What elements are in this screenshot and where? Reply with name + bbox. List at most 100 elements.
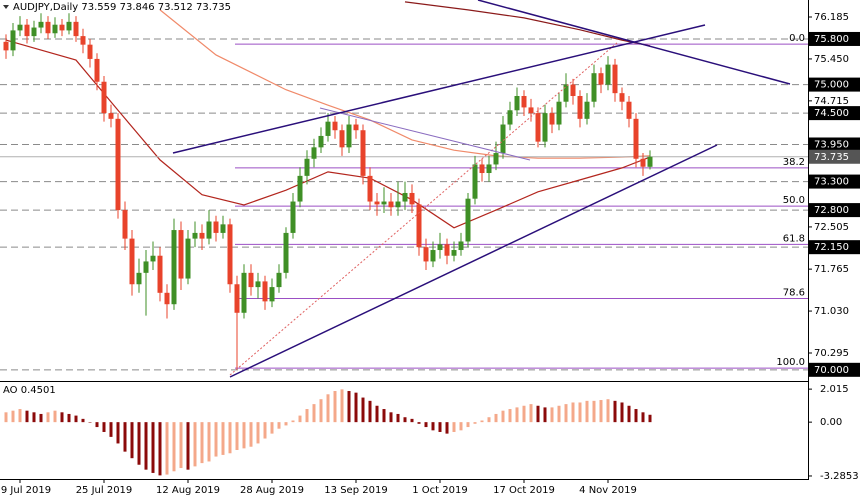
level-box [809, 362, 860, 377]
ao-bar [375, 405, 379, 423]
menu-arrow[interactable] [3, 5, 9, 9]
ao-bar [67, 413, 71, 423]
ao-bar [564, 404, 568, 423]
axis-layer: 76.185 75.450 74.715 72.505 71.765 71.030 70.2… [1, 12, 860, 496]
ao-bar [389, 412, 393, 423]
ao-bar [529, 404, 533, 423]
level-box [809, 106, 860, 121]
candle-body [17, 24, 23, 31]
ao-bar [599, 400, 603, 423]
ao-bar [592, 400, 596, 423]
ao-bar [431, 422, 435, 431]
ao-bar [172, 422, 176, 472]
candle-body [612, 64, 618, 94]
ao-bar [333, 391, 337, 423]
ao-bar [109, 422, 113, 437]
candle-body [220, 224, 226, 233]
candle-body [31, 27, 37, 37]
x-tick-label: 17 Oct 2019 [493, 485, 555, 496]
candle-body [206, 221, 212, 239]
candle-body [430, 250, 436, 262]
ao-bar [445, 422, 449, 434]
trend-line [319, 107, 531, 161]
candle-body [395, 201, 401, 208]
candle-body [59, 24, 65, 31]
ao-bar [606, 399, 610, 423]
symbol: AUDJPY,Daily [13, 2, 78, 13]
ao-bar [326, 394, 330, 423]
ao-bar [18, 409, 22, 423]
candle-body [164, 292, 170, 305]
ao-bar [116, 422, 120, 444]
ao-bar [193, 422, 197, 467]
y-tick-label: 74.715 [814, 96, 849, 107]
candle-body [241, 272, 247, 313]
y-tick-label: 70.295 [814, 348, 849, 359]
ao-bar [340, 389, 344, 423]
low-value: 73.512 [158, 2, 193, 13]
candle-body [528, 107, 534, 114]
ao-bar [46, 412, 50, 423]
candle-body [269, 287, 275, 302]
x-tick-label: 1 Oct 2019 [412, 485, 467, 496]
trend-lines [172, 0, 791, 378]
candle-body [276, 272, 282, 288]
ao-bar [466, 422, 470, 428]
ao-bar [200, 422, 204, 464]
candle-body [122, 210, 128, 239]
ao-bar [137, 422, 141, 465]
y-tick-label: 2.015 [820, 384, 849, 395]
levels-layer [0, 1, 808, 371]
ao-bar [228, 422, 232, 454]
ao-bar [354, 392, 358, 423]
ao-bar [417, 422, 421, 424]
candle-body [318, 135, 324, 148]
ao-bar [305, 409, 309, 423]
candle-body [549, 113, 555, 125]
candle-body [199, 232, 205, 239]
candle-body [80, 36, 86, 45]
candle-body [24, 24, 30, 37]
candle-body [521, 96, 527, 108]
fib-label: 78.6 [783, 288, 805, 299]
ao-bar [263, 422, 267, 439]
candle-body [409, 192, 415, 205]
candle-body [227, 224, 233, 285]
ao-bar [571, 402, 575, 423]
candle-body [472, 164, 478, 199]
x-tick-label: 28 Aug 2019 [240, 485, 304, 496]
ao-bar [347, 391, 351, 423]
ao-bar [361, 397, 365, 423]
y-tick-label: 71.030 [814, 306, 849, 317]
ao-bar [221, 422, 225, 455]
level-label: 74.500 [814, 108, 849, 119]
candle-body [563, 84, 569, 102]
candle-body [458, 241, 464, 251]
open-value: 73.559 [81, 2, 116, 13]
candle-body [185, 238, 191, 279]
indicator-name: AO [3, 385, 18, 396]
ao-bar [501, 410, 505, 423]
ao-bar [130, 422, 134, 459]
candle-body [423, 247, 429, 262]
moving-average [159, 9, 651, 159]
candle-body [283, 232, 289, 273]
candle-body [374, 201, 380, 205]
candle-body [542, 113, 548, 142]
candle-body [234, 284, 240, 313]
ao-bar [620, 402, 624, 423]
price-layer [3, 13, 653, 369]
ao-bar [480, 420, 484, 423]
candle-body [262, 281, 268, 302]
moving-average [404, 1, 651, 47]
ao-bar [382, 409, 386, 423]
close-value: 73.735 [196, 2, 231, 13]
candle-body [115, 118, 121, 211]
level-label: 72.150 [814, 242, 849, 253]
candle-body [535, 113, 541, 142]
candle-body [647, 156, 653, 167]
candle-body [108, 113, 114, 119]
level-box [809, 174, 860, 189]
